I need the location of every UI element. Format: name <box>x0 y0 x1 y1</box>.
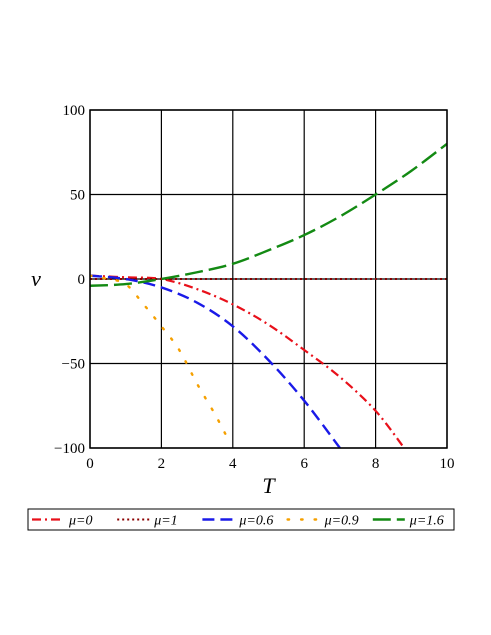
y-tick-label: −50 <box>62 357 85 373</box>
legend-label: μ=0.6 <box>238 514 273 529</box>
y-tick-label: 100 <box>63 103 86 119</box>
series-line-3 <box>90 274 227 436</box>
series-line-0 <box>90 274 406 448</box>
legend-box <box>27 508 455 531</box>
plot-frame <box>89 109 448 449</box>
y-tick-label: −100 <box>54 441 85 457</box>
x-tick-label: 4 <box>229 456 237 472</box>
series-line-4 <box>90 142 447 287</box>
series-layer <box>90 142 447 448</box>
x-tick-label: 6 <box>300 456 308 472</box>
x-axis-title: T <box>262 473 276 498</box>
y-tick-label: 0 <box>78 272 86 288</box>
x-tick-labels: 0 2 4 6 8 10 <box>86 456 454 472</box>
series-line-2 <box>90 274 341 448</box>
grid <box>89 109 448 449</box>
legend-label: μ=1.6 <box>409 514 444 529</box>
y-axis-title: ν <box>31 266 41 291</box>
legend-label: μ=0 <box>68 514 92 529</box>
x-tick-label: 8 <box>372 456 380 472</box>
y-tick-label: 50 <box>70 188 85 204</box>
x-tick-label: 2 <box>158 456 166 472</box>
y-tick-labels: 100 50 0 −50 −100 <box>54 103 85 457</box>
x-tick-label: 0 <box>86 456 94 472</box>
x-tick-label: 10 <box>440 456 455 472</box>
legend: μ=0 μ=1 μ=0.6 μ=0.9 μ=1.6 <box>27 508 455 531</box>
legend-label: μ=1 <box>153 514 177 529</box>
legend-label: μ=0.9 <box>324 514 359 529</box>
